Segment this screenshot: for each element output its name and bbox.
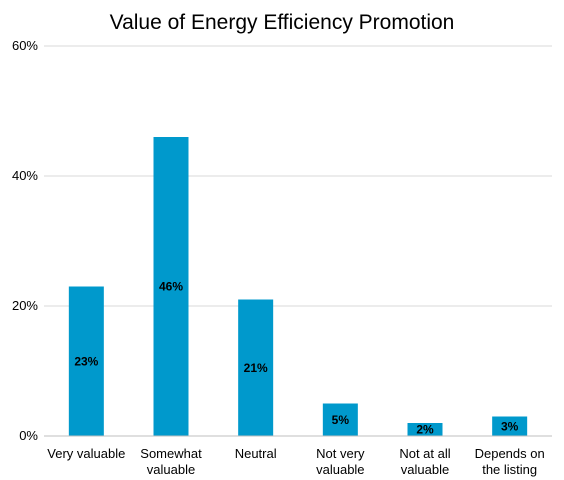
y-axis-ticks: 0% 20% 40% 60% bbox=[12, 38, 38, 443]
data-label: 21% bbox=[244, 361, 268, 375]
category-label: Depends on the listing bbox=[475, 446, 545, 477]
category-label-line: valuable bbox=[316, 462, 364, 477]
category-label-line: Not very bbox=[316, 446, 365, 461]
category-label-line: valuable bbox=[147, 462, 195, 477]
category-label-line: Neutral bbox=[235, 446, 277, 461]
bars bbox=[68, 137, 528, 436]
category-label: Neutral bbox=[235, 446, 277, 461]
data-label: 5% bbox=[332, 413, 350, 427]
category-label-line: valuable bbox=[401, 462, 449, 477]
category-label-line: Not at all bbox=[399, 446, 450, 461]
data-label: 3% bbox=[501, 419, 519, 433]
category-label: Very valuable bbox=[47, 446, 125, 461]
bar bbox=[407, 423, 443, 436]
category-label: Not very valuable bbox=[316, 446, 365, 477]
y-tick-label: 60% bbox=[12, 38, 38, 53]
y-tick-label: 20% bbox=[12, 298, 38, 313]
data-label: 46% bbox=[159, 280, 183, 294]
y-tick-label: 40% bbox=[12, 168, 38, 183]
category-label-line: Somewhat bbox=[140, 446, 202, 461]
category-label: Not at all valuable bbox=[399, 446, 450, 477]
y-tick-label: 0% bbox=[19, 428, 38, 443]
bar bbox=[238, 299, 274, 436]
data-label: 2% bbox=[416, 423, 434, 437]
category-label: Somewhat valuable bbox=[140, 446, 202, 477]
bar bbox=[68, 286, 104, 436]
category-label-line: the listing bbox=[482, 462, 537, 477]
bar bbox=[153, 137, 189, 436]
gridlines bbox=[44, 45, 552, 307]
category-label-line: Very valuable bbox=[47, 446, 125, 461]
bar bbox=[322, 403, 358, 436]
data-labels: 23% 46% 21% 5% 2% 3% bbox=[74, 280, 518, 437]
category-label-line: Depends on bbox=[475, 446, 545, 461]
bar bbox=[492, 416, 528, 436]
data-label: 23% bbox=[74, 354, 98, 368]
chart-title: Value of Energy Efficiency Promotion bbox=[110, 11, 455, 34]
